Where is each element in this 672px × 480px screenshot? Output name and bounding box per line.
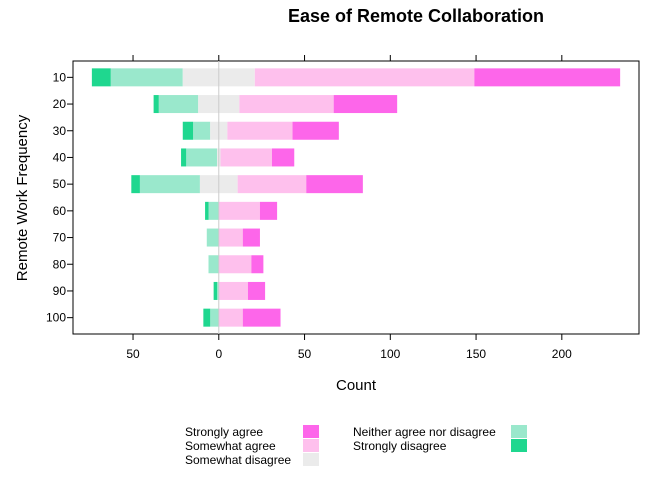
legend-label-strongly-disagree: Strongly disagree bbox=[353, 439, 447, 453]
legend-label-neither-agree-nor-disagree: Neither agree nor disagree bbox=[353, 425, 496, 439]
bar-neither-agree-nor-disagree-70 bbox=[206, 228, 219, 247]
bar-strongly-disagree-20 bbox=[153, 95, 159, 114]
x-tick-label: 150 bbox=[466, 347, 486, 361]
bar-neither-agree-nor-disagree-40 bbox=[186, 148, 218, 167]
bar-strongly-agree-60 bbox=[259, 201, 278, 220]
y-tick-label: 50 bbox=[53, 177, 67, 191]
x-tick-label: 200 bbox=[552, 347, 572, 361]
bar-neither-agree-nor-disagree-80 bbox=[208, 255, 219, 274]
x-tick-label: 100 bbox=[380, 347, 400, 361]
bar-somewhat-agree-20 bbox=[239, 95, 334, 114]
bar-neither-agree-nor-disagree-20 bbox=[158, 95, 199, 114]
bar-strongly-disagree-10 bbox=[91, 68, 111, 87]
bar-somewhat-agree-70 bbox=[218, 228, 243, 247]
y-tick-label: 70 bbox=[53, 231, 67, 245]
bar-strongly-agree-70 bbox=[242, 228, 260, 247]
bar-strongly-agree-10 bbox=[474, 68, 621, 87]
y-axis-label: Remote Work Frequency bbox=[14, 114, 31, 281]
bar-neither-agree-nor-disagree-60 bbox=[208, 201, 219, 220]
bar-strongly-disagree-30 bbox=[182, 121, 194, 140]
legend-swatch-somewhat-agree bbox=[303, 439, 319, 452]
bar-somewhat-agree-80 bbox=[218, 255, 252, 274]
chart-title: Ease of Remote Collaboration bbox=[288, 6, 544, 26]
bars-layer bbox=[91, 68, 621, 327]
bar-somewhat-agree-60 bbox=[218, 201, 260, 220]
bar-neither-agree-nor-disagree-10 bbox=[110, 68, 183, 87]
legend-label-somewhat-agree: Somewhat agree bbox=[185, 439, 276, 453]
bar-somewhat-agree-40 bbox=[220, 148, 272, 167]
bar-somewhat-agree-90 bbox=[218, 281, 248, 300]
y-tick-label: 80 bbox=[53, 257, 67, 271]
legend-label-strongly-agree: Strongly agree bbox=[185, 425, 263, 439]
bar-strongly-disagree-90 bbox=[213, 281, 218, 300]
bar-strongly-agree-100 bbox=[242, 308, 281, 327]
x-axis-label: Count bbox=[336, 377, 377, 394]
bar-strongly-agree-50 bbox=[306, 175, 363, 194]
y-tick-label: 10 bbox=[53, 70, 67, 84]
legend-swatch-neither-agree-nor-disagree bbox=[511, 425, 527, 438]
bar-somewhat-agree-50 bbox=[237, 175, 307, 194]
y-tick-label: 20 bbox=[53, 97, 67, 111]
bar-strongly-agree-90 bbox=[247, 281, 266, 300]
x-tick-label: 50 bbox=[298, 347, 312, 361]
bar-somewhat-agree-100 bbox=[218, 308, 243, 327]
bar-strongly-agree-40 bbox=[271, 148, 295, 167]
y-tick-label: 40 bbox=[53, 150, 67, 164]
legend-swatch-somewhat-disagree bbox=[303, 453, 319, 466]
bar-neither-agree-nor-disagree-90 bbox=[217, 281, 219, 300]
y-tick-label: 30 bbox=[53, 124, 67, 138]
bar-somewhat-agree-30 bbox=[227, 121, 293, 140]
legend-swatch-strongly-agree bbox=[303, 425, 319, 438]
x-axis-ticks: 50 0 50 100 150 200 bbox=[126, 55, 572, 361]
bar-strongly-agree-80 bbox=[251, 255, 264, 274]
bar-strongly-disagree-40 bbox=[181, 148, 187, 167]
bar-strongly-agree-30 bbox=[292, 121, 339, 140]
x-tick-label: 50 bbox=[126, 347, 140, 361]
bar-strongly-disagree-50 bbox=[131, 175, 140, 194]
bar-neither-agree-nor-disagree-30 bbox=[193, 121, 211, 140]
bar-somewhat-agree-10 bbox=[254, 68, 475, 87]
plot-frame bbox=[72, 60, 640, 335]
y-tick-label: 60 bbox=[53, 204, 67, 218]
bar-strongly-disagree-100 bbox=[203, 308, 211, 327]
x-tick-label: 0 bbox=[215, 347, 222, 361]
y-axis-ticks: 10 20 30 40 50 60 70 80 90 100 bbox=[46, 70, 73, 325]
bar-strongly-disagree-60 bbox=[205, 201, 209, 220]
legend-swatch-strongly-disagree bbox=[511, 439, 527, 452]
legend-label-somewhat-disagree: Somewhat disagree bbox=[185, 453, 291, 467]
y-tick-label: 90 bbox=[53, 284, 67, 298]
y-tick-label: 100 bbox=[46, 311, 66, 325]
bar-neither-agree-nor-disagree-100 bbox=[210, 308, 219, 327]
bar-strongly-agree-20 bbox=[333, 95, 398, 114]
bar-neither-agree-nor-disagree-50 bbox=[139, 175, 200, 194]
